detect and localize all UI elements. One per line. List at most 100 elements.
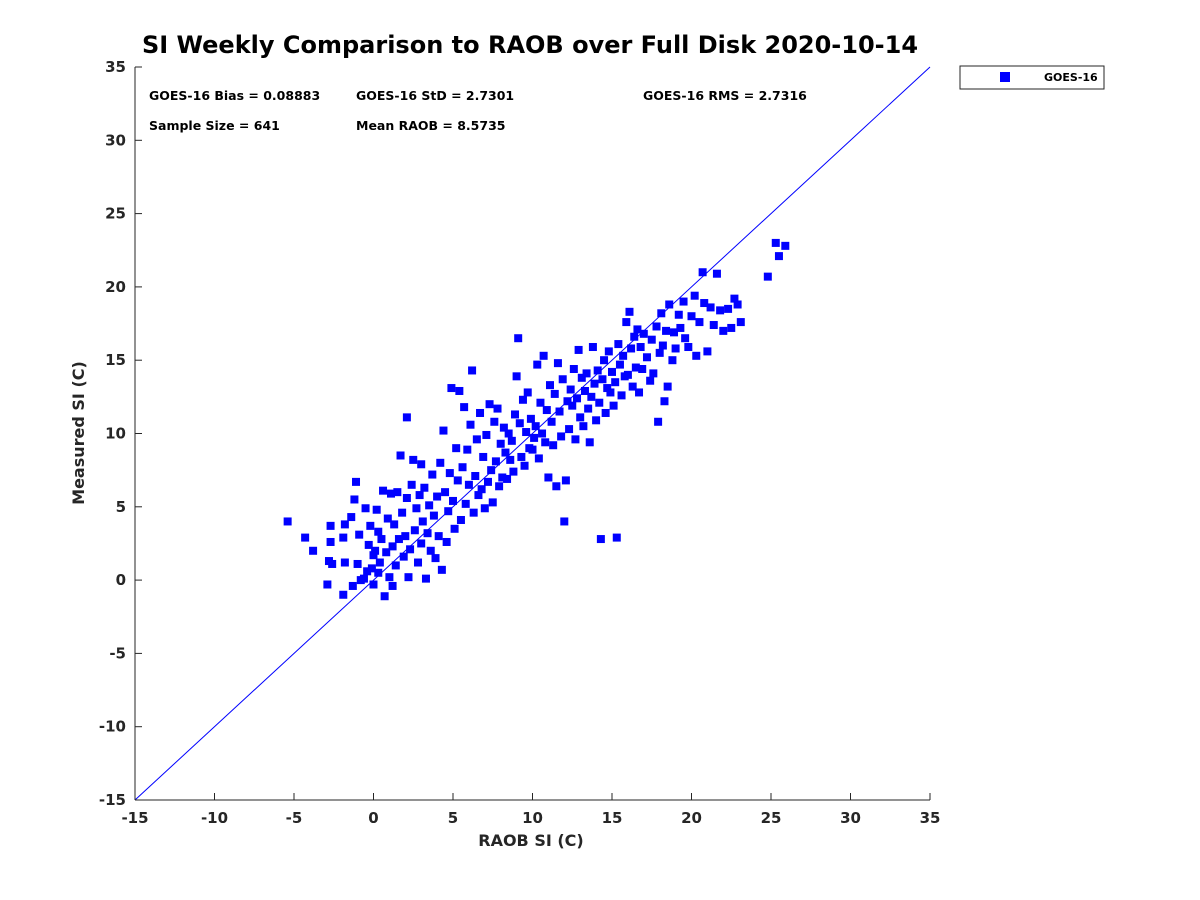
data-point xyxy=(615,360,624,369)
data-point xyxy=(340,520,349,529)
data-point xyxy=(709,321,718,330)
data-point xyxy=(781,241,790,250)
data-point xyxy=(557,432,566,441)
data-point xyxy=(418,517,427,526)
data-point xyxy=(434,532,443,541)
data-point xyxy=(528,445,537,454)
data-point xyxy=(681,334,690,343)
data-point xyxy=(582,369,591,378)
data-point xyxy=(635,388,644,397)
data-point xyxy=(340,558,349,567)
data-point xyxy=(371,546,380,555)
data-point xyxy=(449,496,457,505)
data-point xyxy=(353,559,362,568)
data-point xyxy=(399,552,408,561)
data-point xyxy=(568,401,577,410)
data-point xyxy=(695,318,704,327)
data-point xyxy=(569,365,578,373)
data-point xyxy=(328,559,337,568)
data-point xyxy=(601,408,610,417)
data-point xyxy=(652,322,661,331)
data-point xyxy=(727,323,736,332)
data-point xyxy=(587,392,596,401)
data-point xyxy=(665,300,674,309)
data-point xyxy=(639,329,648,338)
data-point xyxy=(504,429,513,438)
data-point xyxy=(355,530,364,539)
data-point xyxy=(655,348,664,357)
data-point xyxy=(628,382,637,391)
rms-annotation: GOES-16 RMS = 2.7316 xyxy=(643,88,807,103)
data-point xyxy=(518,395,527,404)
data-point xyxy=(654,417,663,426)
bias-annotation: GOES-16 Bias = 0.08883 xyxy=(149,88,320,103)
data-point xyxy=(477,485,486,494)
data-point xyxy=(469,508,478,517)
one-to-one-line xyxy=(134,66,931,801)
y-tick-label: -5 xyxy=(109,644,126,662)
data-point xyxy=(560,517,569,526)
x-tick-label: -10 xyxy=(201,809,228,827)
legend-label: GOES-16 xyxy=(1044,71,1098,84)
data-point xyxy=(393,488,402,497)
data-point xyxy=(536,398,545,407)
x-tick-label: -15 xyxy=(121,809,148,827)
data-point xyxy=(372,505,381,514)
data-point xyxy=(625,307,634,316)
data-point xyxy=(369,580,378,589)
data-point xyxy=(604,347,613,356)
data-point xyxy=(534,454,543,463)
data-point xyxy=(517,452,526,461)
data-point xyxy=(380,592,389,601)
data-point xyxy=(406,545,415,554)
data-point xyxy=(573,394,582,403)
data-point xyxy=(374,568,383,577)
data-point xyxy=(676,323,685,332)
data-point xyxy=(555,407,564,416)
data-point xyxy=(388,581,397,590)
data-point xyxy=(595,398,604,407)
data-point xyxy=(712,269,721,278)
data-point xyxy=(553,359,562,368)
y-ticks: -15 -10 -5 0 5 10 15 20 25 30 35 xyxy=(99,58,142,809)
data-point xyxy=(633,325,642,334)
data-point xyxy=(283,517,292,526)
data-point xyxy=(366,521,375,530)
data-point xyxy=(436,458,445,467)
legend-marker-square xyxy=(1000,72,1010,82)
data-point xyxy=(339,533,348,542)
data-point xyxy=(390,520,399,529)
x-tick-label: 20 xyxy=(681,809,702,827)
data-point xyxy=(608,367,616,376)
data-point xyxy=(323,580,332,589)
data-point xyxy=(588,343,597,352)
data-point xyxy=(703,347,712,356)
y-tick-label: -15 xyxy=(99,791,126,809)
x-ticks: -15 -10 -5 0 5 10 15 20 25 30 35 xyxy=(121,793,940,827)
data-point xyxy=(474,491,483,500)
data-point xyxy=(472,435,481,444)
data-point xyxy=(352,477,361,486)
data-point xyxy=(507,436,516,445)
data-point xyxy=(453,476,462,485)
data-point xyxy=(495,482,504,491)
data-point xyxy=(574,345,583,354)
std-annotation: GOES-16 StD = 2.7301 xyxy=(356,88,514,103)
data-point xyxy=(622,318,631,327)
data-point xyxy=(485,400,494,409)
data-point xyxy=(514,334,523,343)
chart-title: SI Weekly Comparison to RAOB over Full D… xyxy=(142,31,918,59)
x-tick-label: 5 xyxy=(448,809,458,827)
data-point xyxy=(468,366,477,375)
data-point xyxy=(379,486,388,495)
data-point xyxy=(571,435,580,444)
data-point xyxy=(347,513,356,522)
data-point xyxy=(545,381,554,390)
data-point xyxy=(561,476,570,485)
data-point xyxy=(388,542,397,551)
data-point xyxy=(359,574,368,583)
data-point xyxy=(374,527,383,536)
x-tick-label: 25 xyxy=(761,809,782,827)
data-point xyxy=(617,391,626,400)
data-point xyxy=(364,540,373,549)
